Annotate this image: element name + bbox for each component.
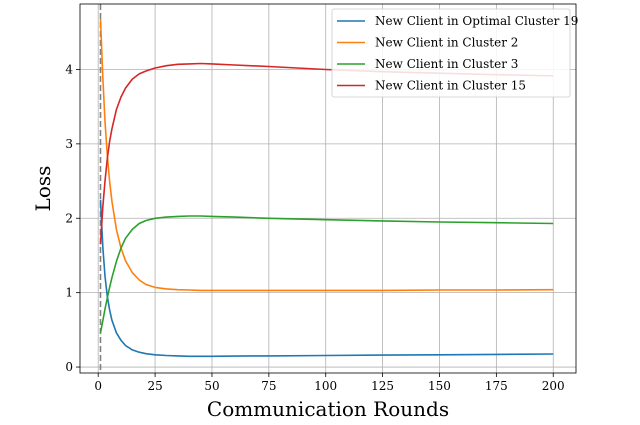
x-tick-label: 75 [261, 379, 276, 393]
x-tick-label: 175 [485, 379, 508, 393]
y-axis-ticks: 0 1 2 3 4 [65, 62, 80, 374]
x-tick-label: 100 [314, 379, 337, 393]
series-lines [99, 18, 554, 358]
x-axis-ticks: 0 25 50 75 100 125 150 175 200 [94, 373, 565, 393]
legend-box [331, 8, 571, 98]
x-tick-label: 50 [204, 379, 219, 393]
legend-label: New Client in Cluster 2 [375, 36, 518, 50]
legend-label: New Client in Optimal Cluster 19 [375, 14, 578, 28]
y-tick-label: 0 [65, 360, 73, 374]
y-tick-label: 3 [65, 137, 73, 151]
series-line-3 [99, 215, 554, 333]
y-tick-label: 2 [65, 211, 73, 225]
x-tick-label: 25 [147, 379, 162, 393]
x-axis-label: Communication Rounds [207, 397, 449, 421]
x-tick-label: 150 [428, 379, 451, 393]
x-tick-label: 200 [542, 379, 565, 393]
legend-label: New Client in Cluster 15 [375, 79, 526, 93]
series-line-2 [99, 18, 554, 292]
y-axis-label: Loss [31, 166, 55, 212]
y-tick-label: 4 [65, 62, 73, 76]
legend: New Client in Optimal Cluster 19 New Clie… [331, 8, 578, 98]
series-line-1 [99, 199, 554, 358]
y-tick-label: 1 [65, 286, 73, 300]
x-tick-label: 125 [371, 379, 394, 393]
plot-frame [79, 3, 577, 374]
x-tick-label: 0 [94, 379, 102, 393]
legend-label: New Client in Cluster 3 [375, 57, 518, 71]
series-line-4 [99, 62, 554, 245]
